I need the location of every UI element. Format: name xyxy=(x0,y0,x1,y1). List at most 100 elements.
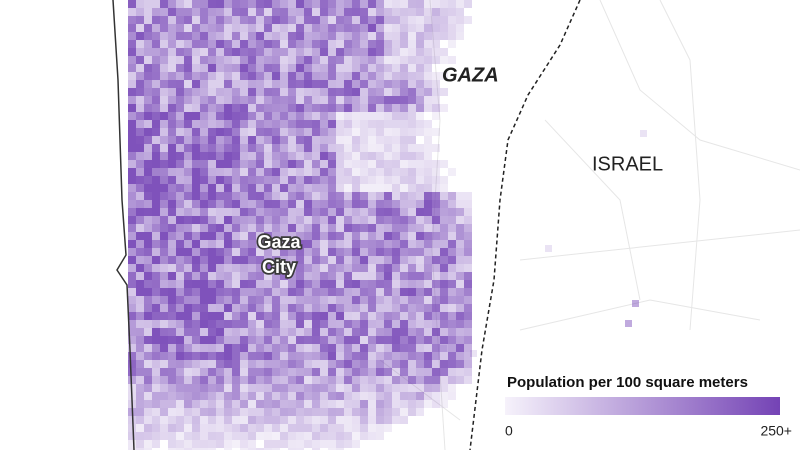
density-cell xyxy=(328,304,336,312)
density-cell xyxy=(288,152,296,160)
density-cell xyxy=(272,216,280,224)
density-cell xyxy=(336,352,344,360)
density-cell xyxy=(312,40,320,48)
density-cell xyxy=(136,16,144,24)
density-cell xyxy=(344,288,352,296)
density-cell xyxy=(640,130,647,137)
density-cell xyxy=(320,184,328,192)
density-cell xyxy=(176,160,184,168)
density-cell xyxy=(136,360,144,368)
density-cell xyxy=(400,328,408,336)
density-cell xyxy=(432,280,440,288)
density-cell xyxy=(216,200,224,208)
density-cell xyxy=(360,104,368,112)
density-cell xyxy=(280,168,288,176)
density-cell xyxy=(464,240,472,248)
density-cell xyxy=(432,256,440,264)
density-cell xyxy=(264,112,272,120)
density-cell xyxy=(384,200,392,208)
density-cell xyxy=(192,224,200,232)
density-cell xyxy=(224,272,232,280)
density-cell xyxy=(432,328,440,336)
density-cell xyxy=(176,304,184,312)
density-cell xyxy=(432,72,440,80)
density-cell xyxy=(128,216,136,224)
density-cell xyxy=(288,264,296,272)
density-cell xyxy=(184,280,192,288)
density-cell xyxy=(368,368,376,376)
density-cell xyxy=(424,392,432,400)
density-cell xyxy=(248,352,256,360)
density-cell xyxy=(360,344,368,352)
density-cell xyxy=(272,368,280,376)
density-cell xyxy=(232,0,240,8)
density-cell xyxy=(224,320,232,328)
density-cell xyxy=(392,232,400,240)
density-cell xyxy=(328,144,336,152)
density-cell xyxy=(392,296,400,304)
density-cell xyxy=(368,352,376,360)
density-cell xyxy=(280,192,288,200)
density-cell xyxy=(368,384,376,392)
density-cell xyxy=(224,112,232,120)
density-cell xyxy=(192,192,200,200)
density-cell xyxy=(400,0,408,8)
density-cell xyxy=(216,424,224,432)
density-cell xyxy=(144,88,152,96)
density-cell xyxy=(408,336,416,344)
density-cell xyxy=(248,168,256,176)
density-cell xyxy=(304,112,312,120)
density-cell xyxy=(384,320,392,328)
density-cell xyxy=(200,8,208,16)
density-cell xyxy=(352,72,360,80)
density-cell xyxy=(416,80,424,88)
density-cell xyxy=(224,384,232,392)
density-cell xyxy=(128,208,136,216)
density-cell xyxy=(336,336,344,344)
density-cell xyxy=(168,168,176,176)
density-cell xyxy=(296,104,304,112)
density-cell xyxy=(192,72,200,80)
density-cell xyxy=(224,152,232,160)
density-cell xyxy=(248,264,256,272)
density-cell xyxy=(240,48,248,56)
density-cell xyxy=(304,160,312,168)
density-cell xyxy=(176,240,184,248)
density-cell xyxy=(320,296,328,304)
density-cell xyxy=(320,176,328,184)
density-cell xyxy=(288,128,296,136)
density-cell xyxy=(416,152,424,160)
density-cell xyxy=(440,224,448,232)
density-cell xyxy=(128,328,136,336)
density-cell xyxy=(240,216,248,224)
density-cell xyxy=(440,104,448,112)
density-cell xyxy=(240,56,248,64)
density-cell xyxy=(336,408,344,416)
density-cell xyxy=(192,400,200,408)
density-cell xyxy=(336,320,344,328)
density-cell xyxy=(240,8,248,16)
density-cell xyxy=(248,48,256,56)
density-cell xyxy=(240,176,248,184)
density-cell xyxy=(368,320,376,328)
density-cell xyxy=(200,48,208,56)
density-cell xyxy=(144,288,152,296)
density-cell xyxy=(368,216,376,224)
density-cell xyxy=(256,184,264,192)
density-cell xyxy=(208,200,216,208)
density-cell xyxy=(360,368,368,376)
density-cell xyxy=(248,224,256,232)
density-cell xyxy=(232,264,240,272)
density-cell xyxy=(304,168,312,176)
density-cell xyxy=(376,200,384,208)
density-cell xyxy=(128,360,136,368)
density-cell xyxy=(256,320,264,328)
density-cell xyxy=(368,120,376,128)
density-cell xyxy=(376,272,384,280)
density-cell xyxy=(320,80,328,88)
density-cell xyxy=(200,112,208,120)
density-cell xyxy=(320,216,328,224)
density-cell xyxy=(296,208,304,216)
density-cell xyxy=(208,24,216,32)
density-cell xyxy=(416,192,424,200)
